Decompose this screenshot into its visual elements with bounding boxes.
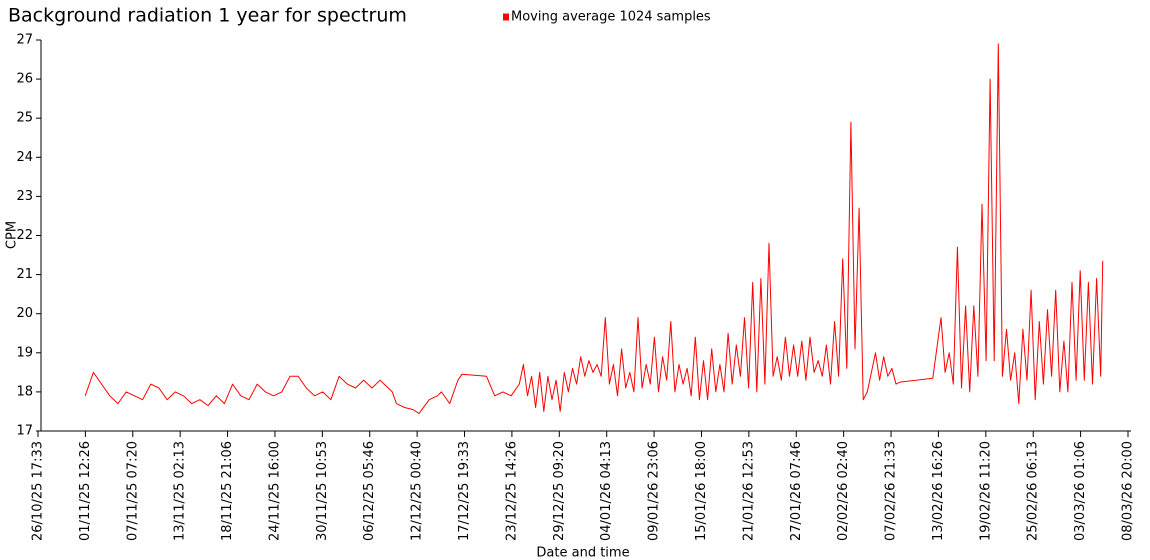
x-tick-label: 12/12/25 00:40: [410, 441, 425, 541]
x-tick-label: 07/11/25 07:20: [125, 441, 140, 541]
x-tick-label: 07/02/26 21:33: [884, 441, 899, 541]
legend-swatch: [503, 13, 509, 21]
y-tick-label: 23: [16, 189, 33, 204]
x-tick-label: 15/01/26 18:00: [694, 441, 709, 541]
y-tick-label: 24: [16, 150, 33, 165]
x-tick-label: 03/03/26 01:06: [1073, 441, 1088, 541]
x-tick-label: 21/01/26 12:53: [741, 441, 756, 541]
x-tick-label: 25/02/26 06:13: [1026, 441, 1041, 541]
x-tick-label: 08/03/26 20:00: [1121, 441, 1136, 541]
y-tick-label: 21: [16, 267, 33, 282]
x-tick-label: 23/12/25 14:26: [504, 441, 519, 541]
y-tick-label: 25: [16, 111, 33, 126]
x-tick-label: 27/01/26 07:46: [789, 441, 804, 541]
x-tick-label: 30/11/25 10:53: [315, 441, 330, 541]
y-tick-label: 19: [16, 345, 33, 360]
x-tick-label: 06/12/25 05:46: [362, 441, 377, 541]
y-tick-label: 17: [16, 424, 33, 439]
x-tick-label: 13/11/25 02:13: [173, 441, 188, 541]
y-tick-label: 26: [16, 72, 33, 87]
y-axis-label: CPM: [5, 221, 20, 249]
x-tick-label: 17/12/25 19:33: [457, 441, 472, 541]
y-tick-label: 18: [16, 384, 33, 399]
chart-title: Background radiation 1 year for spectrum: [8, 5, 407, 27]
legend-label: Moving average 1024 samples: [511, 10, 711, 25]
y-tick-label: 27: [16, 33, 33, 48]
x-tick-label: 24/11/25 16:00: [267, 441, 282, 541]
y-tick-label: 20: [16, 306, 33, 321]
x-tick-label: 13/02/26 16:26: [931, 441, 946, 541]
x-tick-label: 09/01/26 23:06: [647, 441, 662, 541]
x-tick-label: 18/11/25 21:06: [220, 441, 235, 541]
x-tick-label: 01/11/25 12:26: [78, 441, 93, 541]
series-line: [84, 43, 1104, 414]
y-tick-label: 22: [16, 228, 33, 243]
x-tick-label: 02/02/26 02:40: [836, 441, 851, 541]
x-tick-label: 26/10/25 17:33: [31, 441, 46, 541]
x-tick-label: 19/02/26 11:20: [978, 441, 993, 541]
x-axis-label: Date and time: [536, 546, 629, 560]
x-tick-label: 29/12/25 09:20: [552, 441, 567, 541]
x-tick-label: 04/01/26 04:13: [599, 441, 614, 541]
